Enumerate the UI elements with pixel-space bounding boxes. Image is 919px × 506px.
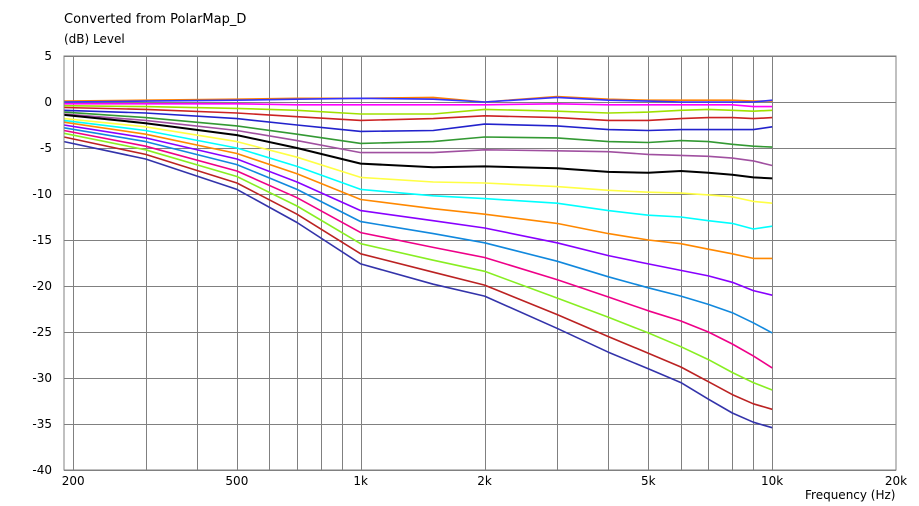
tick-layer: 5 0 -5 -10 -15 -20 -25 -30 -35 -40 200 500 1k 2k 5k 10k… [32,49,907,488]
x-tick-label: 500 [225,474,248,488]
series-line-9 [63,113,773,180]
series-line-14 [63,127,773,334]
series-line-17 [63,136,773,411]
x-tick-label: 10k [761,474,783,488]
series-line-16 [63,132,773,391]
x-tick-label: 20k [885,474,907,488]
x-tick-label: 200 [62,474,85,488]
series-line-1 [63,95,773,103]
y-tick-label: -15 [32,233,52,247]
y-axis-label: (dB) Level [64,32,125,46]
series-line-12 [63,121,773,260]
x-axis-label: Frequency (Hz) [805,488,896,502]
series-line-10 [63,117,773,204]
x-tick-label: 2k [477,474,492,488]
series-line-8 [63,113,773,167]
y-tick-label: -30 [32,371,52,385]
series-layer [63,95,773,429]
y-tick-label: -20 [32,279,52,293]
series-line-13 [63,124,773,296]
series-line-2 [63,96,773,103]
series-line-18 [63,140,773,429]
plot-frame [63,55,897,471]
y-tick-label: 5 [44,49,52,63]
chart-title: Converted from PolarMap_D [64,12,247,27]
series-line-11 [63,119,773,230]
y-tick-label: -35 [32,417,52,431]
y-tick-label: -10 [32,187,52,201]
x-tick-label: 1k [353,474,368,488]
series-line-7 [63,111,773,148]
series-line-5 [63,106,773,122]
x-tick-label: 5k [641,474,656,488]
series-line-6 [63,109,773,133]
y-tick-label: -5 [40,141,52,155]
y-tick-label: -25 [32,325,52,339]
series-line-4 [63,104,773,115]
y-tick-label: -40 [32,463,52,477]
y-tick-label: 0 [44,95,52,109]
series-line-3 [64,103,773,108]
series-line-15 [63,129,773,369]
